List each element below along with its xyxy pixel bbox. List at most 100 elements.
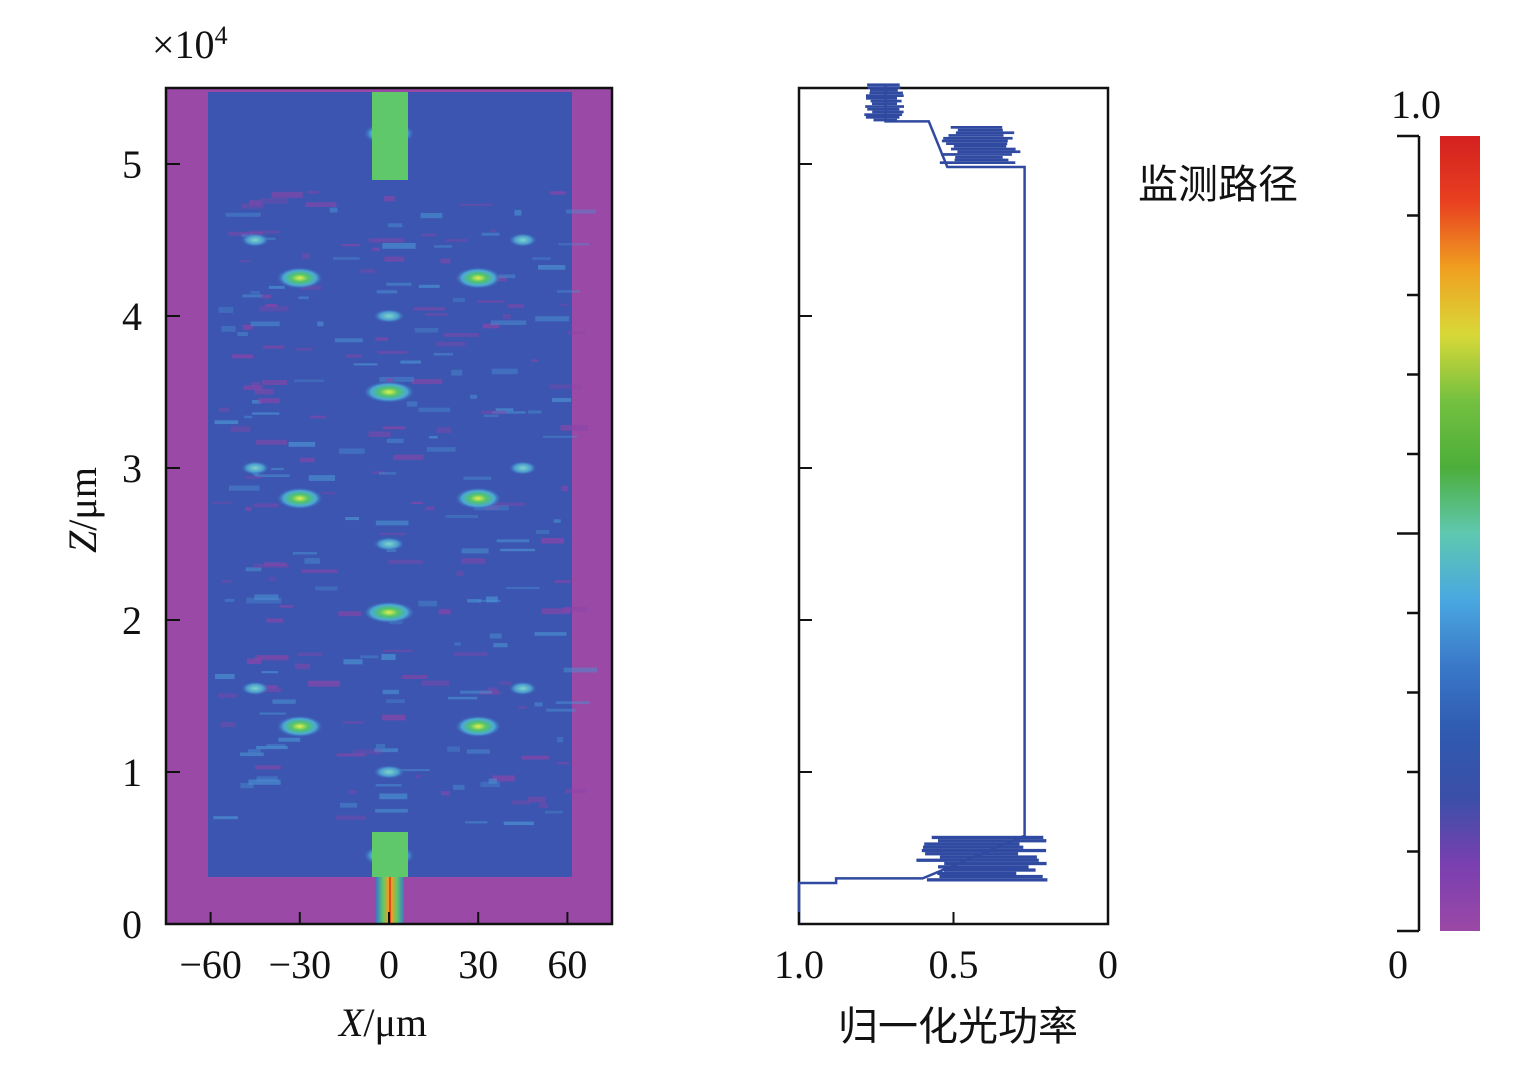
power-noise-segment — [870, 88, 898, 92]
power-noise-segment — [948, 134, 1004, 137]
power-x-ticks: 1.0 0.5 0 — [774, 912, 1118, 987]
heatmap-texture-streak — [250, 291, 260, 294]
power-noise-segment — [937, 871, 1017, 875]
power-noise-segment — [944, 868, 1036, 872]
heatmap-texture-streak — [255, 655, 289, 661]
power-noise-segment — [955, 131, 1015, 135]
heatmap-texture-streak — [272, 699, 296, 704]
heatmap-texture-streak — [531, 359, 538, 362]
heatmap-texture-streak — [288, 441, 316, 447]
heatmap-x-tick-label: 30 — [458, 942, 498, 987]
heatmap-texture-streak — [386, 438, 404, 444]
heatmap-texture-streak — [261, 380, 288, 385]
heatmap-bright-spot — [240, 461, 270, 475]
heatmap-y-tick-label: 1 — [122, 750, 142, 795]
heatmap-texture-streak — [278, 737, 301, 742]
power-noise-segment — [923, 845, 1024, 849]
power-noise-segment — [938, 839, 1047, 843]
power-noise-segment — [943, 136, 1013, 140]
heatmap-texture-streak — [212, 501, 232, 504]
monitor-path-label: 监测路径 — [1138, 162, 1298, 208]
power-frame — [797, 86, 1110, 926]
heatmap-texture-streak — [301, 569, 338, 573]
heatmap-texture-streak — [438, 609, 451, 615]
heatmap-texture-streak — [264, 562, 287, 567]
heatmap-texture-streak — [372, 471, 387, 475]
power-noise-segment — [957, 150, 1021, 154]
power-noise-segment — [931, 835, 1044, 840]
heatmap-bright-spot — [373, 309, 405, 323]
heatmap-texture-streak — [213, 816, 238, 820]
power-noise-segment — [924, 842, 1020, 846]
heatmap-texture-streak — [534, 702, 543, 707]
heatmap-texture-streak — [271, 467, 284, 471]
heatmap-texture-streak — [307, 191, 319, 194]
heatmap-texture-streak — [421, 680, 450, 686]
heatmap-texture-streak — [240, 752, 264, 757]
heatmap-texture-streak — [433, 352, 453, 356]
heatmap-bright-spot — [363, 601, 415, 624]
power-x-tick-label: 1.0 — [774, 942, 824, 987]
heatmap-texture-streak — [304, 558, 320, 564]
heatmap-texture-streak — [418, 407, 451, 412]
heatmap-output-taper — [372, 92, 408, 180]
power-panel: 1.0 0.5 0 归一化光功率 监测路径 — [774, 83, 1298, 1050]
heatmap-texture-streak — [558, 243, 589, 246]
heatmap-y-tick-label: 5 — [122, 142, 142, 187]
power-noise-segment — [864, 113, 903, 116]
heatmap-texture-streak — [557, 737, 564, 743]
heatmap-texture-streak — [268, 576, 276, 582]
heatmap-texture-streak — [248, 749, 261, 753]
colorbar: 1.0 0 — [1388, 82, 1480, 987]
heatmap-texture-streak — [386, 699, 405, 704]
heatmap-texture-streak — [377, 350, 407, 354]
heatmap-texture-streak — [261, 294, 272, 299]
heatmap-texture-streak — [555, 701, 590, 705]
heatmap-texture-streak — [482, 323, 500, 329]
heatmap-texture-streak — [263, 345, 285, 349]
heatmap-texture-streak — [245, 506, 252, 511]
power-noise-segment — [938, 865, 1029, 869]
heatmap-texture-streak — [481, 410, 507, 415]
heatmap-panel: −60 −30 0 30 60 0 1 2 3 4 5 ×104 X/μm Z/μm — [60, 21, 614, 1045]
power-noise-segment — [926, 878, 1048, 882]
heatmap-texture-streak — [298, 296, 309, 300]
heatmap-texture-streak — [518, 706, 527, 709]
heatmap-texture-streak — [375, 784, 402, 787]
heatmap-texture-streak — [541, 608, 571, 615]
heatmap-texture-streak — [459, 690, 492, 694]
heatmap-texture-streak — [490, 320, 527, 325]
heatmap-texture-streak — [348, 789, 358, 794]
heatmap-texture-streak — [322, 492, 335, 495]
heatmap-texture-streak — [563, 667, 598, 673]
heatmap-texture-streak — [388, 559, 424, 564]
heatmap-texture-streak — [489, 229, 497, 233]
heatmap-texture-streak — [232, 354, 254, 359]
heatmap-texture-streak — [329, 207, 338, 213]
heatmap-bright-spot — [276, 715, 324, 738]
heatmap-texture-streak — [315, 586, 338, 591]
heatmap-waveguide-region — [208, 92, 572, 877]
heatmap-texture-streak — [297, 652, 323, 656]
heatmap-texture-streak — [561, 485, 568, 492]
heatmap-texture-streak — [446, 239, 467, 242]
power-x-tick-label: 0 — [1098, 942, 1118, 987]
heatmap-x-axis-label: X/μm — [337, 1000, 427, 1045]
heatmap-texture-streak — [535, 316, 570, 322]
heatmap-texture-streak — [259, 198, 288, 204]
heatmap-texture-streak — [415, 774, 422, 778]
colorbar-ticks — [1397, 134, 1419, 933]
heatmap-texture-streak — [253, 503, 279, 508]
heatmap-texture-streak — [565, 788, 587, 794]
heatmap-texture-streak — [507, 304, 524, 308]
heatmap-texture-streak — [254, 594, 279, 601]
colorbar-gradient — [1440, 136, 1480, 931]
heatmap-texture-streak — [456, 570, 464, 576]
heatmap-texture-streak — [559, 303, 569, 306]
heatmap-texture-streak — [382, 426, 406, 430]
heatmap-texture-streak — [220, 722, 236, 728]
heatmap-texture-streak — [498, 274, 516, 279]
heatmap-texture-streak — [249, 230, 281, 234]
heatmap-texture-streak — [250, 321, 280, 327]
heatmap-texture-streak — [386, 377, 394, 383]
